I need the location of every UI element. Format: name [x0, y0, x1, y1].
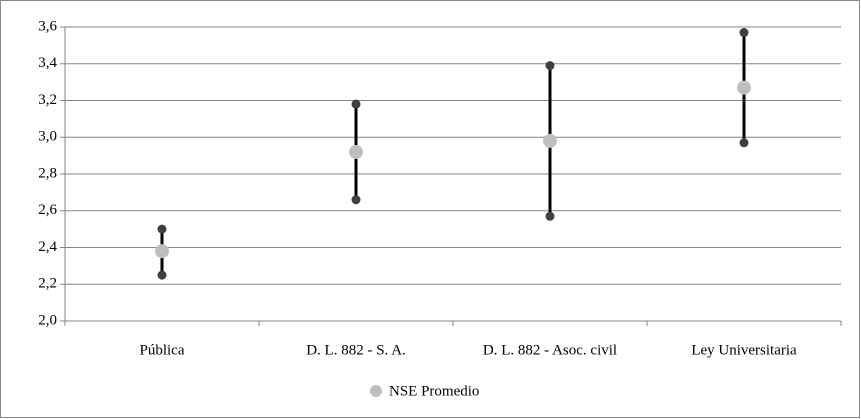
y-tick-label: 3,6	[38, 18, 57, 34]
y-tick-label: 3,2	[38, 92, 57, 108]
mean-point	[737, 80, 751, 95]
mean-point	[155, 244, 169, 259]
y-tick-label: 2,4	[38, 239, 57, 255]
high-point	[545, 61, 555, 71]
y-tick-label: 2,8	[38, 165, 57, 181]
x-tick-label: D. L. 882 - S. A.	[306, 342, 406, 358]
low-point	[739, 138, 749, 148]
x-tick-label: Ley Universitaria	[691, 342, 797, 358]
low-point	[545, 211, 555, 221]
legend-label: NSE Promedio	[389, 383, 479, 399]
low-point	[157, 270, 167, 280]
high-point	[739, 28, 749, 38]
y-tick-label: 2,6	[38, 202, 57, 218]
y-tick-label: 2,0	[38, 312, 57, 328]
mean-point	[543, 133, 557, 148]
y-tick-label: 3,0	[38, 129, 57, 145]
x-tick-label: Pública	[140, 342, 185, 358]
y-tick-label: 2,2	[38, 276, 57, 292]
x-tick-label: D. L. 882 - Asoc. civil	[483, 342, 617, 358]
low-point	[351, 195, 361, 205]
mean-point	[349, 144, 363, 159]
high-point	[157, 224, 167, 234]
legend-marker	[370, 385, 382, 397]
high-point	[351, 99, 361, 109]
y-tick-label: 3,4	[38, 55, 57, 71]
